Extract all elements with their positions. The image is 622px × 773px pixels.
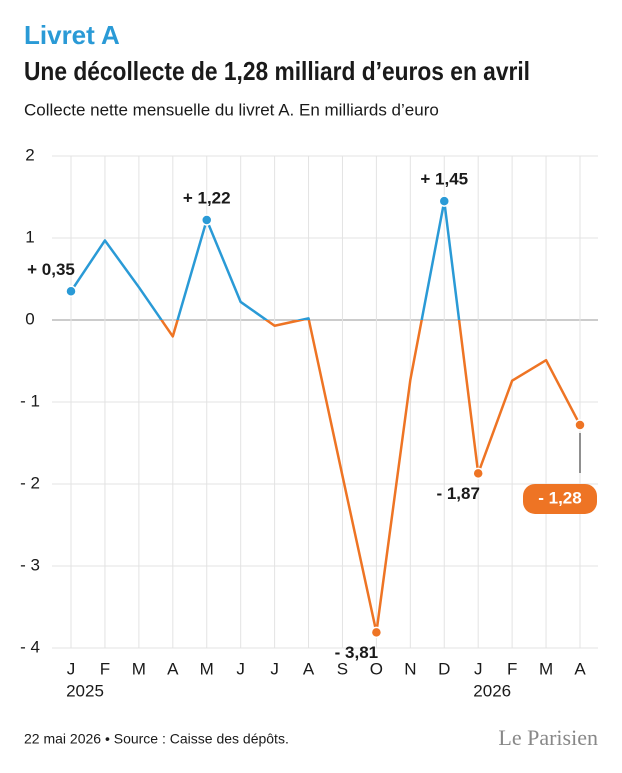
y-tick-label: 2 xyxy=(25,145,34,164)
y-tick-label: - 2 xyxy=(20,473,40,492)
x-tick-label: S xyxy=(337,659,348,678)
y-tick-label: - 1 xyxy=(20,391,40,410)
x-tick-label: A xyxy=(303,659,315,678)
point xyxy=(574,419,586,431)
x-tick-label: M xyxy=(200,659,214,678)
label-pill xyxy=(523,483,597,514)
x-tick-label: N xyxy=(404,659,416,678)
value-label: + 0,35 xyxy=(27,260,75,279)
x-tick-label: M xyxy=(132,659,146,678)
value-label: + 1,22 xyxy=(183,188,231,207)
x-tick-label: J xyxy=(236,659,245,678)
value-label: - 3,81 xyxy=(335,643,378,662)
x-tick-label: F xyxy=(100,659,110,678)
x-tick-label: A xyxy=(167,659,179,678)
source: 22 mai 2026 • Source : Caisse des dépôts… xyxy=(24,731,289,747)
point xyxy=(438,195,451,207)
value-label: + 1,45 xyxy=(420,170,468,189)
line xyxy=(69,199,582,634)
chart-title: Une décollecte de 1,28 milliard d’euros … xyxy=(24,56,530,86)
point xyxy=(472,467,484,480)
point xyxy=(370,626,383,639)
value-label: - 1,87 xyxy=(436,484,479,503)
x-tick-label: F xyxy=(507,659,517,678)
point xyxy=(200,214,213,226)
chart-subtitle: Collecte nette mensuelle du livret A. En… xyxy=(24,100,439,119)
x-tick-label: J xyxy=(67,659,76,678)
logo: Le Parisien xyxy=(498,725,598,750)
y-tick-label: 0 xyxy=(25,309,34,328)
x-group-label: 2025 xyxy=(66,681,104,700)
x-tick-label: O xyxy=(370,659,383,678)
x-tick-label: D xyxy=(438,659,450,678)
y-tick-label: - 4 xyxy=(20,637,40,656)
value-label: - 1,28 xyxy=(538,488,581,507)
x-tick-label: J xyxy=(270,659,279,678)
point xyxy=(65,285,77,298)
y-tick-label: 1 xyxy=(25,227,34,246)
y-tick-label: - 3 xyxy=(20,555,40,574)
x-group-label: 2026 xyxy=(473,681,511,700)
x-tick-label: M xyxy=(539,659,553,678)
x-tick-label: A xyxy=(574,659,586,678)
x-tick-label: J xyxy=(474,659,483,678)
kicker: Livret A xyxy=(24,20,120,50)
